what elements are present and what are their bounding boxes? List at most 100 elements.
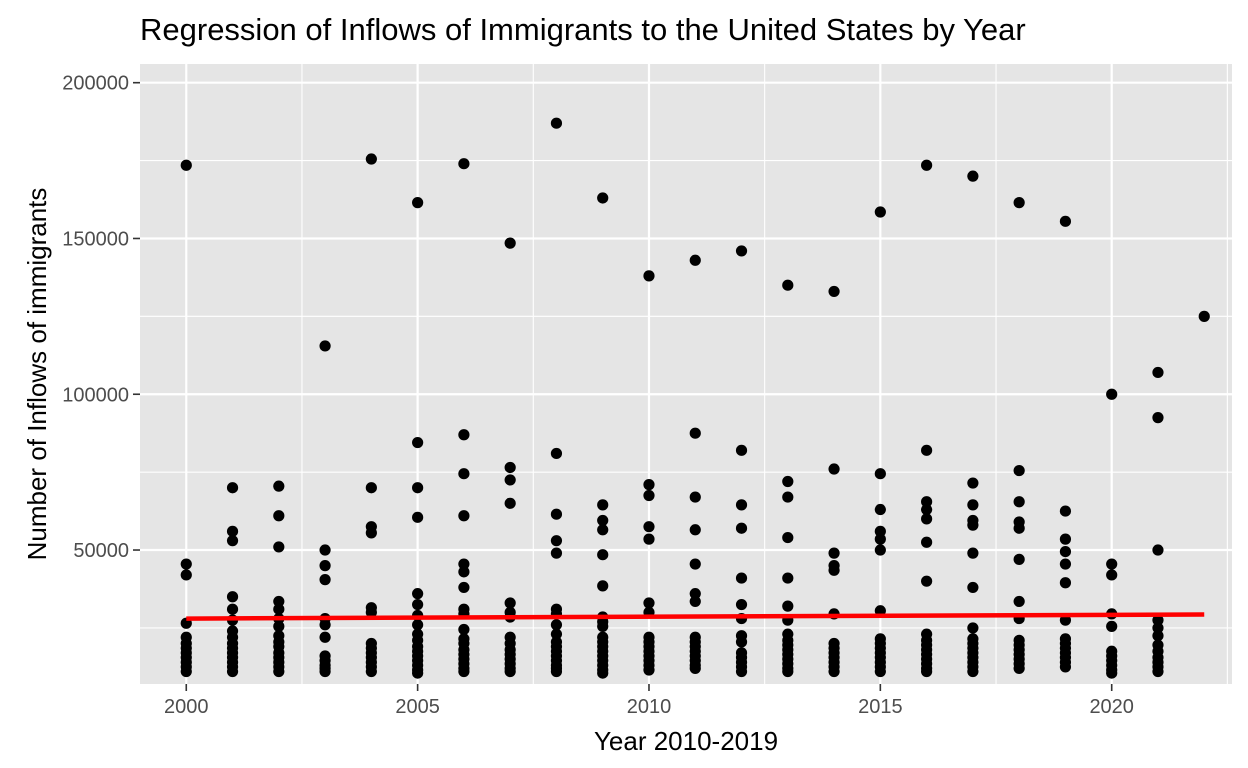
regression-line xyxy=(186,612,1205,621)
data-point xyxy=(643,533,655,545)
data-point xyxy=(1152,622,1164,634)
data-point xyxy=(967,477,979,489)
data-point xyxy=(828,665,840,678)
data-point xyxy=(782,665,794,678)
y-tick-label: 100000 xyxy=(62,384,129,406)
data-point xyxy=(782,475,794,488)
x-tick-label: 2000 xyxy=(164,696,209,718)
data-point xyxy=(273,510,285,522)
data-point xyxy=(458,510,470,522)
data-point xyxy=(967,581,979,594)
data-points xyxy=(180,117,1210,679)
x-tick-label: 2015 xyxy=(858,696,903,718)
data-point xyxy=(689,524,701,536)
data-point xyxy=(735,499,748,511)
data-point xyxy=(319,631,331,643)
data-point xyxy=(874,503,886,516)
data-point xyxy=(273,541,285,553)
data-point xyxy=(967,170,979,182)
data-point xyxy=(458,429,470,441)
data-point xyxy=(412,667,424,679)
data-point xyxy=(689,558,701,570)
data-point xyxy=(504,497,516,509)
data-point xyxy=(597,192,609,204)
regression-line-group xyxy=(186,612,1205,621)
data-point xyxy=(967,519,979,531)
data-point xyxy=(689,427,701,439)
data-point xyxy=(921,444,933,456)
data-point xyxy=(1152,614,1164,626)
data-point xyxy=(365,665,377,678)
data-point xyxy=(689,588,701,600)
data-point xyxy=(319,340,331,352)
data-point xyxy=(273,480,285,492)
data-point xyxy=(226,603,239,615)
data-point xyxy=(689,662,701,675)
data-point xyxy=(782,572,794,584)
data-point xyxy=(1059,577,1072,589)
data-point xyxy=(828,564,840,576)
x-tick-label: 2005 xyxy=(395,696,440,718)
data-point xyxy=(1152,366,1164,379)
data-point xyxy=(597,580,609,592)
x-tick-label: 2010 xyxy=(627,696,672,718)
data-point xyxy=(226,482,239,494)
data-point xyxy=(597,620,609,632)
data-point xyxy=(967,665,979,678)
data-point xyxy=(319,574,331,586)
data-point xyxy=(273,603,285,615)
data-point xyxy=(782,531,794,544)
data-point xyxy=(689,254,701,266)
data-point xyxy=(1198,310,1210,322)
data-point xyxy=(828,547,840,559)
plot-panel xyxy=(140,64,1232,684)
chart-title: Regression of Inflows of Immigrants to t… xyxy=(140,12,1026,47)
data-point xyxy=(597,549,609,561)
data-point xyxy=(1013,662,1025,675)
data-point xyxy=(874,665,886,678)
data-point xyxy=(921,536,933,548)
data-point xyxy=(180,569,192,581)
data-point xyxy=(412,511,424,523)
data-point xyxy=(458,566,470,578)
data-point xyxy=(504,474,516,486)
data-point xyxy=(226,535,239,547)
data-point xyxy=(226,665,239,678)
data-point xyxy=(1013,197,1025,209)
data-point xyxy=(735,245,748,257)
data-point xyxy=(967,499,979,511)
data-point xyxy=(735,665,748,678)
data-point xyxy=(550,628,563,640)
data-point xyxy=(828,285,840,298)
data-point xyxy=(735,444,748,456)
data-point xyxy=(458,623,470,636)
data-point xyxy=(643,664,655,676)
data-point xyxy=(874,206,886,218)
data-point xyxy=(1152,630,1164,642)
data-point xyxy=(735,636,748,648)
data-point xyxy=(921,503,933,516)
data-point xyxy=(597,667,609,679)
data-point xyxy=(689,491,701,503)
data-point xyxy=(412,436,424,449)
data-point xyxy=(226,591,239,603)
data-point xyxy=(1059,215,1072,227)
data-point xyxy=(504,237,516,249)
data-point xyxy=(180,558,192,570)
data-point xyxy=(1059,558,1072,570)
data-point xyxy=(458,558,470,570)
data-point xyxy=(504,461,516,474)
y-tick-label: 150000 xyxy=(62,228,129,250)
data-point xyxy=(412,619,424,631)
data-point xyxy=(273,620,285,632)
data-point xyxy=(874,468,886,480)
data-point xyxy=(550,547,563,559)
data-point xyxy=(412,588,424,600)
data-point xyxy=(412,482,424,494)
data-point xyxy=(365,482,377,494)
data-point xyxy=(412,598,424,611)
data-point xyxy=(643,479,655,491)
y-tick-label: 50000 xyxy=(73,540,129,562)
axes: 2000 2005 2010 2015 2020 50000 100000 150000 200… xyxy=(62,73,1134,718)
data-point xyxy=(643,521,655,533)
